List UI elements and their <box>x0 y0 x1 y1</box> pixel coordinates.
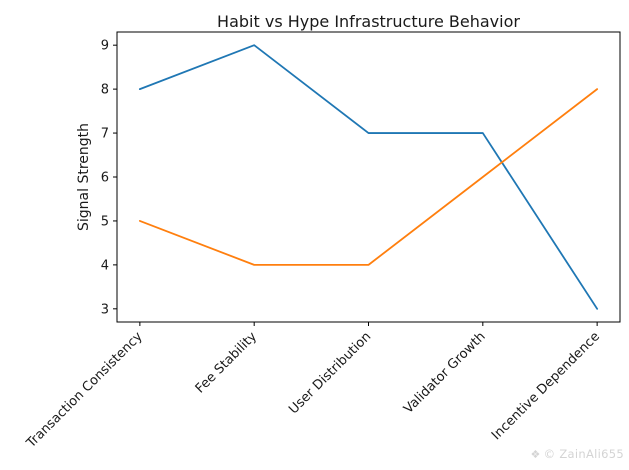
chart-title: Habit vs Hype Infrastructure Behavior <box>217 12 520 31</box>
axes-frame <box>116 31 621 323</box>
x-tick-label: User Distribution <box>286 329 374 417</box>
x-tick-label: Transaction Consistency <box>23 329 146 452</box>
y-tick-label: 5 <box>101 214 109 229</box>
y-tick-label: 6 <box>101 171 109 186</box>
y-tick-label: 4 <box>101 258 109 273</box>
series-line-blue <box>138 44 599 310</box>
watermark-text: © ZainAli655 <box>543 447 624 461</box>
y-tick-label: 8 <box>101 83 109 98</box>
watermark: ❖ © ZainAli655 <box>530 447 624 461</box>
y-tick-label: 7 <box>101 127 109 142</box>
x-tick-label: Fee Stability <box>193 329 260 396</box>
series-line-orange <box>138 88 599 266</box>
x-tick-label: Validator Growth <box>401 329 489 417</box>
y-tick-label: 9 <box>101 39 109 54</box>
watermark-icon: ❖ <box>530 448 541 461</box>
y-tick-label: 3 <box>101 302 109 317</box>
x-tick-label: Incentive Dependence <box>489 329 603 443</box>
